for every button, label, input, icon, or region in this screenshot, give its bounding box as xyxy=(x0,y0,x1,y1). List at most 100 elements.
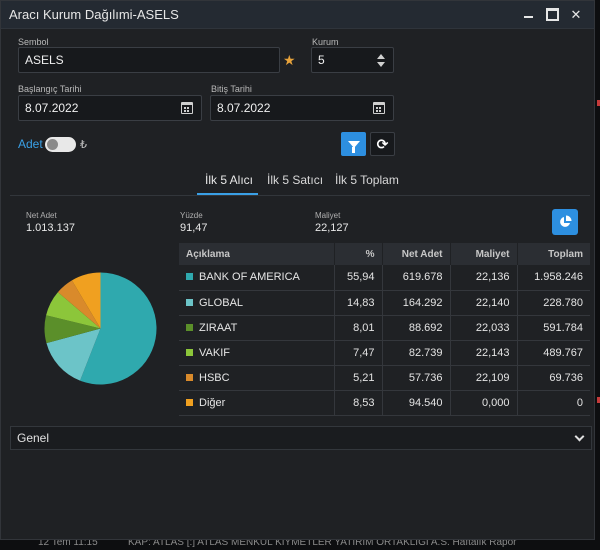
news-text: KAP: ATLAS [:] ATLAS MENKUL KIYMETLER YA… xyxy=(128,540,517,548)
table-row[interactable]: Diğer 8,53 94.540 0,000 0 xyxy=(179,390,590,416)
cell-net-amount: 619.678 xyxy=(382,265,451,291)
cell-percent: 8,01 xyxy=(334,315,383,341)
table-row[interactable]: GLOBAL 14,83 164.292 22,140 228.780 xyxy=(179,290,590,316)
column-header-cost[interactable]: Maliyet xyxy=(450,243,518,265)
broker-name: GLOBAL xyxy=(199,296,244,309)
net-amount-value: 1.013.137 xyxy=(26,222,75,234)
table-header-row: Açıklama % Net Adet Maliyet Toplam xyxy=(179,243,590,265)
minimize-button[interactable] xyxy=(516,1,540,29)
chevron-down-icon xyxy=(574,431,585,441)
cell-net-amount: 88.692 xyxy=(382,315,451,341)
column-header-total[interactable]: Toplam xyxy=(517,243,590,265)
legend-swatch xyxy=(186,323,193,331)
tabs-divider xyxy=(10,195,590,196)
cell-percent: 7,47 xyxy=(334,340,383,366)
tab-top-total[interactable]: İlk 5 Toplam xyxy=(335,173,399,187)
percent-value: 91,47 xyxy=(180,222,208,234)
cost-value: 22,127 xyxy=(315,222,349,234)
symbol-label: Sembol xyxy=(18,37,49,47)
symbol-input[interactable]: ASELS xyxy=(18,47,280,73)
broker-table: Açıklama % Net Adet Maliyet Toplam BANK … xyxy=(179,243,590,416)
column-header-percent[interactable]: % xyxy=(334,243,383,265)
start-date-label: Başlangıç Tarihi xyxy=(18,84,82,94)
end-date-label: Bitiş Tarihi xyxy=(211,84,252,94)
cell-cost: 22,143 xyxy=(450,340,518,366)
broker-name: ZIRAAT xyxy=(199,321,238,334)
end-date-value: 8.07.2022 xyxy=(217,101,271,115)
tab-top-sellers[interactable]: İlk 5 Satıcı xyxy=(267,173,324,187)
window-title: Aracı Kurum Dağılımi-ASELS xyxy=(9,7,179,22)
refresh-icon: ⟳ xyxy=(376,135,389,152)
maximize-button[interactable] xyxy=(540,1,564,29)
currency-label: ₺ xyxy=(80,139,87,151)
table-row[interactable]: ZIRAAT 8,01 88.692 22,033 591.784 xyxy=(179,315,590,341)
cell-description: BANK OF AMERICA xyxy=(179,265,335,291)
cell-description: GLOBAL xyxy=(179,290,335,316)
cell-percent: 14,83 xyxy=(334,290,383,316)
star-icon[interactable]: ★ xyxy=(283,52,296,68)
adet-label: Adet xyxy=(18,137,43,151)
cell-cost: 22,109 xyxy=(450,365,518,391)
cell-total: 489.767 xyxy=(517,340,590,366)
table-row[interactable]: BANK OF AMERICA 55,94 619.678 22,136 1.958.2… xyxy=(179,265,590,291)
cost-label: Maliyet xyxy=(315,211,341,220)
broker-name: VAKIF xyxy=(199,346,230,359)
refresh-button[interactable]: ⟳ xyxy=(370,132,395,156)
pie-slice-diğer[interactable] xyxy=(71,272,101,329)
pie-slice-bank-of-america[interactable] xyxy=(80,272,157,385)
cell-cost: 0,000 xyxy=(450,390,518,416)
pie-slice-vakif[interactable] xyxy=(46,292,101,329)
tab-top-buyers[interactable]: İlk 5 Alıcı xyxy=(205,173,254,187)
cell-cost: 22,140 xyxy=(450,290,518,316)
distribution-pie-chart xyxy=(44,272,157,385)
broker-distribution-window: Aracı Kurum Dağılımi-ASELS ✕ Sembol ASEL… xyxy=(0,0,595,540)
cell-description: ZIRAAT xyxy=(179,315,335,341)
broker-name: HSBC xyxy=(199,371,230,384)
pie-slice-ziraat[interactable] xyxy=(44,315,101,344)
pie-chart-button[interactable] xyxy=(552,209,578,235)
cell-description: HSBC xyxy=(179,365,335,391)
news-time: 12 Tem 11:15 xyxy=(38,540,98,548)
calendar-icon[interactable] xyxy=(373,102,385,114)
column-header-net-amount[interactable]: Net Adet xyxy=(382,243,451,265)
cell-total: 228.780 xyxy=(517,290,590,316)
cell-net-amount: 57.736 xyxy=(382,365,451,391)
spinner-icon[interactable] xyxy=(375,53,387,67)
institution-label: Kurum xyxy=(312,37,339,47)
pie-slice-global[interactable] xyxy=(46,328,101,381)
net-amount-label: Net Adet xyxy=(26,211,57,220)
start-date-field[interactable]: 8.07.2022 xyxy=(18,95,202,121)
filter-button[interactable] xyxy=(341,132,366,156)
cell-net-amount: 164.292 xyxy=(382,290,451,316)
calendar-icon[interactable] xyxy=(181,102,193,114)
title-bar[interactable]: Aracı Kurum Dağılımi-ASELS ✕ xyxy=(1,1,594,29)
table-row[interactable]: HSBC 5,21 57.736 22,109 69.736 xyxy=(179,365,590,391)
broker-name: Diğer xyxy=(199,396,226,409)
background-marker xyxy=(597,397,600,403)
legend-swatch xyxy=(186,373,193,381)
active-tab-indicator xyxy=(197,193,258,195)
broker-name: BANK OF AMERICA xyxy=(199,271,300,284)
institution-value: 5 xyxy=(318,53,325,67)
cell-description: VAKIF xyxy=(179,340,335,366)
cell-percent: 55,94 xyxy=(334,265,383,291)
institution-count-stepper[interactable]: 5 xyxy=(311,47,394,73)
legend-swatch xyxy=(186,348,193,356)
legend-swatch xyxy=(186,398,193,406)
adet-toggle[interactable] xyxy=(45,137,76,152)
cell-cost: 22,033 xyxy=(450,315,518,341)
column-header-description[interactable]: Açıklama xyxy=(179,243,335,265)
end-date-field[interactable]: 8.07.2022 xyxy=(210,95,394,121)
filter-icon xyxy=(347,140,360,153)
group-select-value: Genel xyxy=(17,431,50,445)
close-button[interactable]: ✕ xyxy=(570,6,582,22)
cell-total: 591.784 xyxy=(517,315,590,341)
start-date-value: 8.07.2022 xyxy=(25,101,79,115)
group-select[interactable]: Genel xyxy=(10,426,592,450)
pie-slice-hsbc[interactable] xyxy=(57,280,101,329)
cell-percent: 5,21 xyxy=(334,365,383,391)
cell-total: 69.736 xyxy=(517,365,590,391)
legend-swatch xyxy=(186,298,193,306)
table-row[interactable]: VAKIF 7,47 82.739 22,143 489.767 xyxy=(179,340,590,366)
cell-cost: 22,136 xyxy=(450,265,518,291)
